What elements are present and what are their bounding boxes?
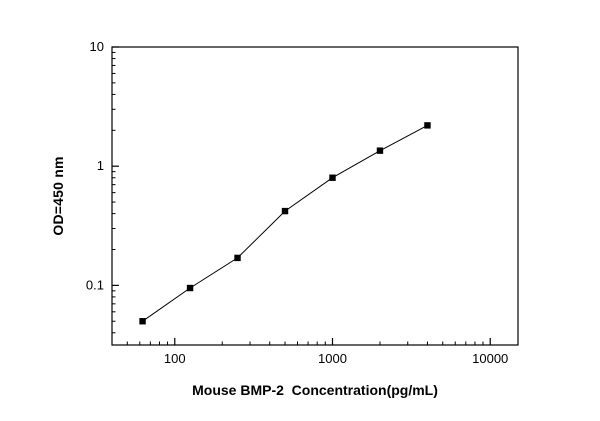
x-tick-label: 100: [164, 351, 186, 366]
y-tick-label: 1: [97, 158, 104, 173]
data-point: [186, 284, 194, 292]
data-point: [329, 174, 336, 181]
axis-box: [111, 46, 519, 346]
x-axis-title: Mouse BMP-2 Concentration(pg/mL): [192, 382, 438, 398]
data-point: [139, 318, 146, 325]
data-point: [234, 254, 241, 262]
y-axis-title: OD=450 nm: [50, 156, 66, 236]
y-tick-label: 0.1: [86, 277, 104, 292]
data-point: [376, 147, 384, 154]
x-tick-label: 1000: [318, 351, 347, 366]
y-tick-label: 10: [90, 39, 104, 54]
data-point: [424, 122, 431, 129]
data-point: [281, 207, 289, 215]
x-tick-label: 10000: [472, 351, 508, 366]
series-line: [142, 124, 428, 322]
